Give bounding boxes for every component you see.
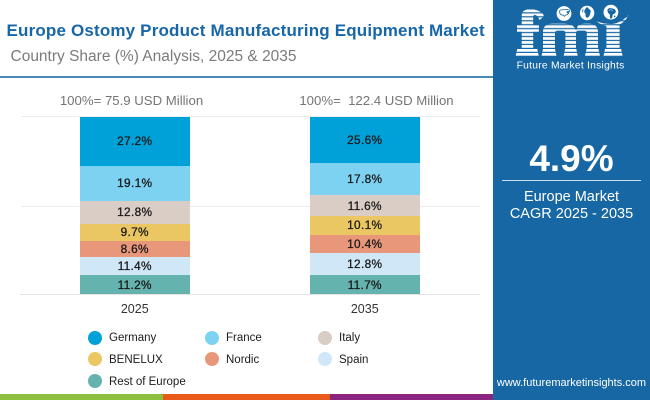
svg-text:Future Market Insights: Future Market Insights: [517, 60, 625, 71]
